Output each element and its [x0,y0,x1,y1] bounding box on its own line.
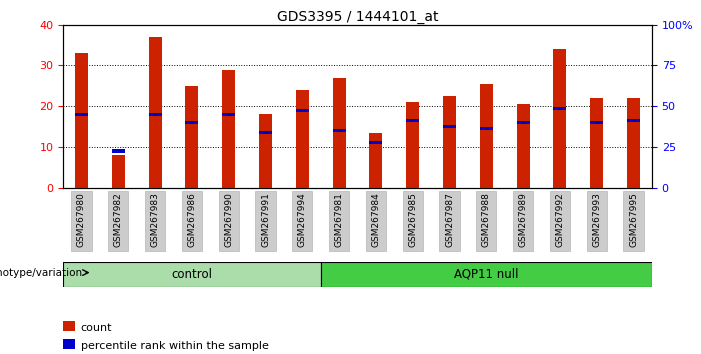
Bar [443,96,456,188]
Text: GSM267989: GSM267989 [519,193,528,247]
Bar [112,149,125,153]
Bar [149,113,161,116]
Text: GSM267994: GSM267994 [298,193,307,247]
Bar [440,191,460,251]
Bar [63,339,76,349]
Text: GSM267984: GSM267984 [372,193,381,247]
Text: GSM267981: GSM267981 [334,193,343,247]
Bar [366,191,386,251]
Bar [292,191,313,251]
Text: control: control [172,268,212,281]
Text: GSM267982: GSM267982 [114,193,123,247]
Bar [63,321,76,331]
Bar [480,84,493,188]
Bar [517,104,529,188]
Bar [623,191,644,251]
Bar [75,53,88,188]
Bar [182,191,202,251]
Text: GSM267991: GSM267991 [261,193,270,247]
Title: GDS3395 / 1444101_at: GDS3395 / 1444101_at [277,10,438,24]
Bar [333,129,346,132]
Bar [476,191,496,251]
Bar [75,113,88,116]
Text: GSM267983: GSM267983 [151,193,160,247]
Text: GSM267980: GSM267980 [77,193,86,247]
Bar [550,191,570,251]
Bar [259,131,272,134]
Bar [554,49,566,188]
Text: GSM267990: GSM267990 [224,193,233,247]
Bar [255,191,275,251]
Bar [407,119,419,122]
Bar [590,98,603,188]
Text: GSM267988: GSM267988 [482,193,491,247]
Text: GSM267986: GSM267986 [187,193,196,247]
Bar [329,191,349,251]
Bar [186,86,198,188]
Bar [112,155,125,188]
Bar [627,119,640,122]
Bar [149,37,161,188]
Bar [587,191,607,251]
Bar [480,127,493,130]
Bar [186,121,198,124]
Text: GSM267985: GSM267985 [408,193,417,247]
Bar [369,141,382,144]
Bar [219,191,239,251]
Bar [627,98,640,188]
Bar [407,102,419,188]
Bar [513,191,533,251]
Bar [320,262,652,287]
Bar [222,113,235,116]
Text: GSM267995: GSM267995 [629,193,638,247]
Bar [333,78,346,188]
Bar [554,107,566,110]
Bar [517,121,529,124]
Bar [590,121,603,124]
Text: genotype/variation: genotype/variation [0,268,83,278]
Bar [108,191,128,251]
Bar [296,109,308,112]
Bar [259,114,272,188]
Text: GSM267987: GSM267987 [445,193,454,247]
Text: GSM267993: GSM267993 [592,193,601,247]
Text: GSM267992: GSM267992 [555,193,564,247]
Bar [443,125,456,128]
Text: AQP11 null: AQP11 null [454,268,519,281]
Bar [72,191,92,251]
Bar [296,90,308,188]
Bar [222,70,235,188]
Text: count: count [81,323,112,333]
Text: percentile rank within the sample: percentile rank within the sample [81,341,268,351]
Bar [145,191,165,251]
Bar [402,191,423,251]
Bar [369,133,382,188]
Bar [63,262,320,287]
